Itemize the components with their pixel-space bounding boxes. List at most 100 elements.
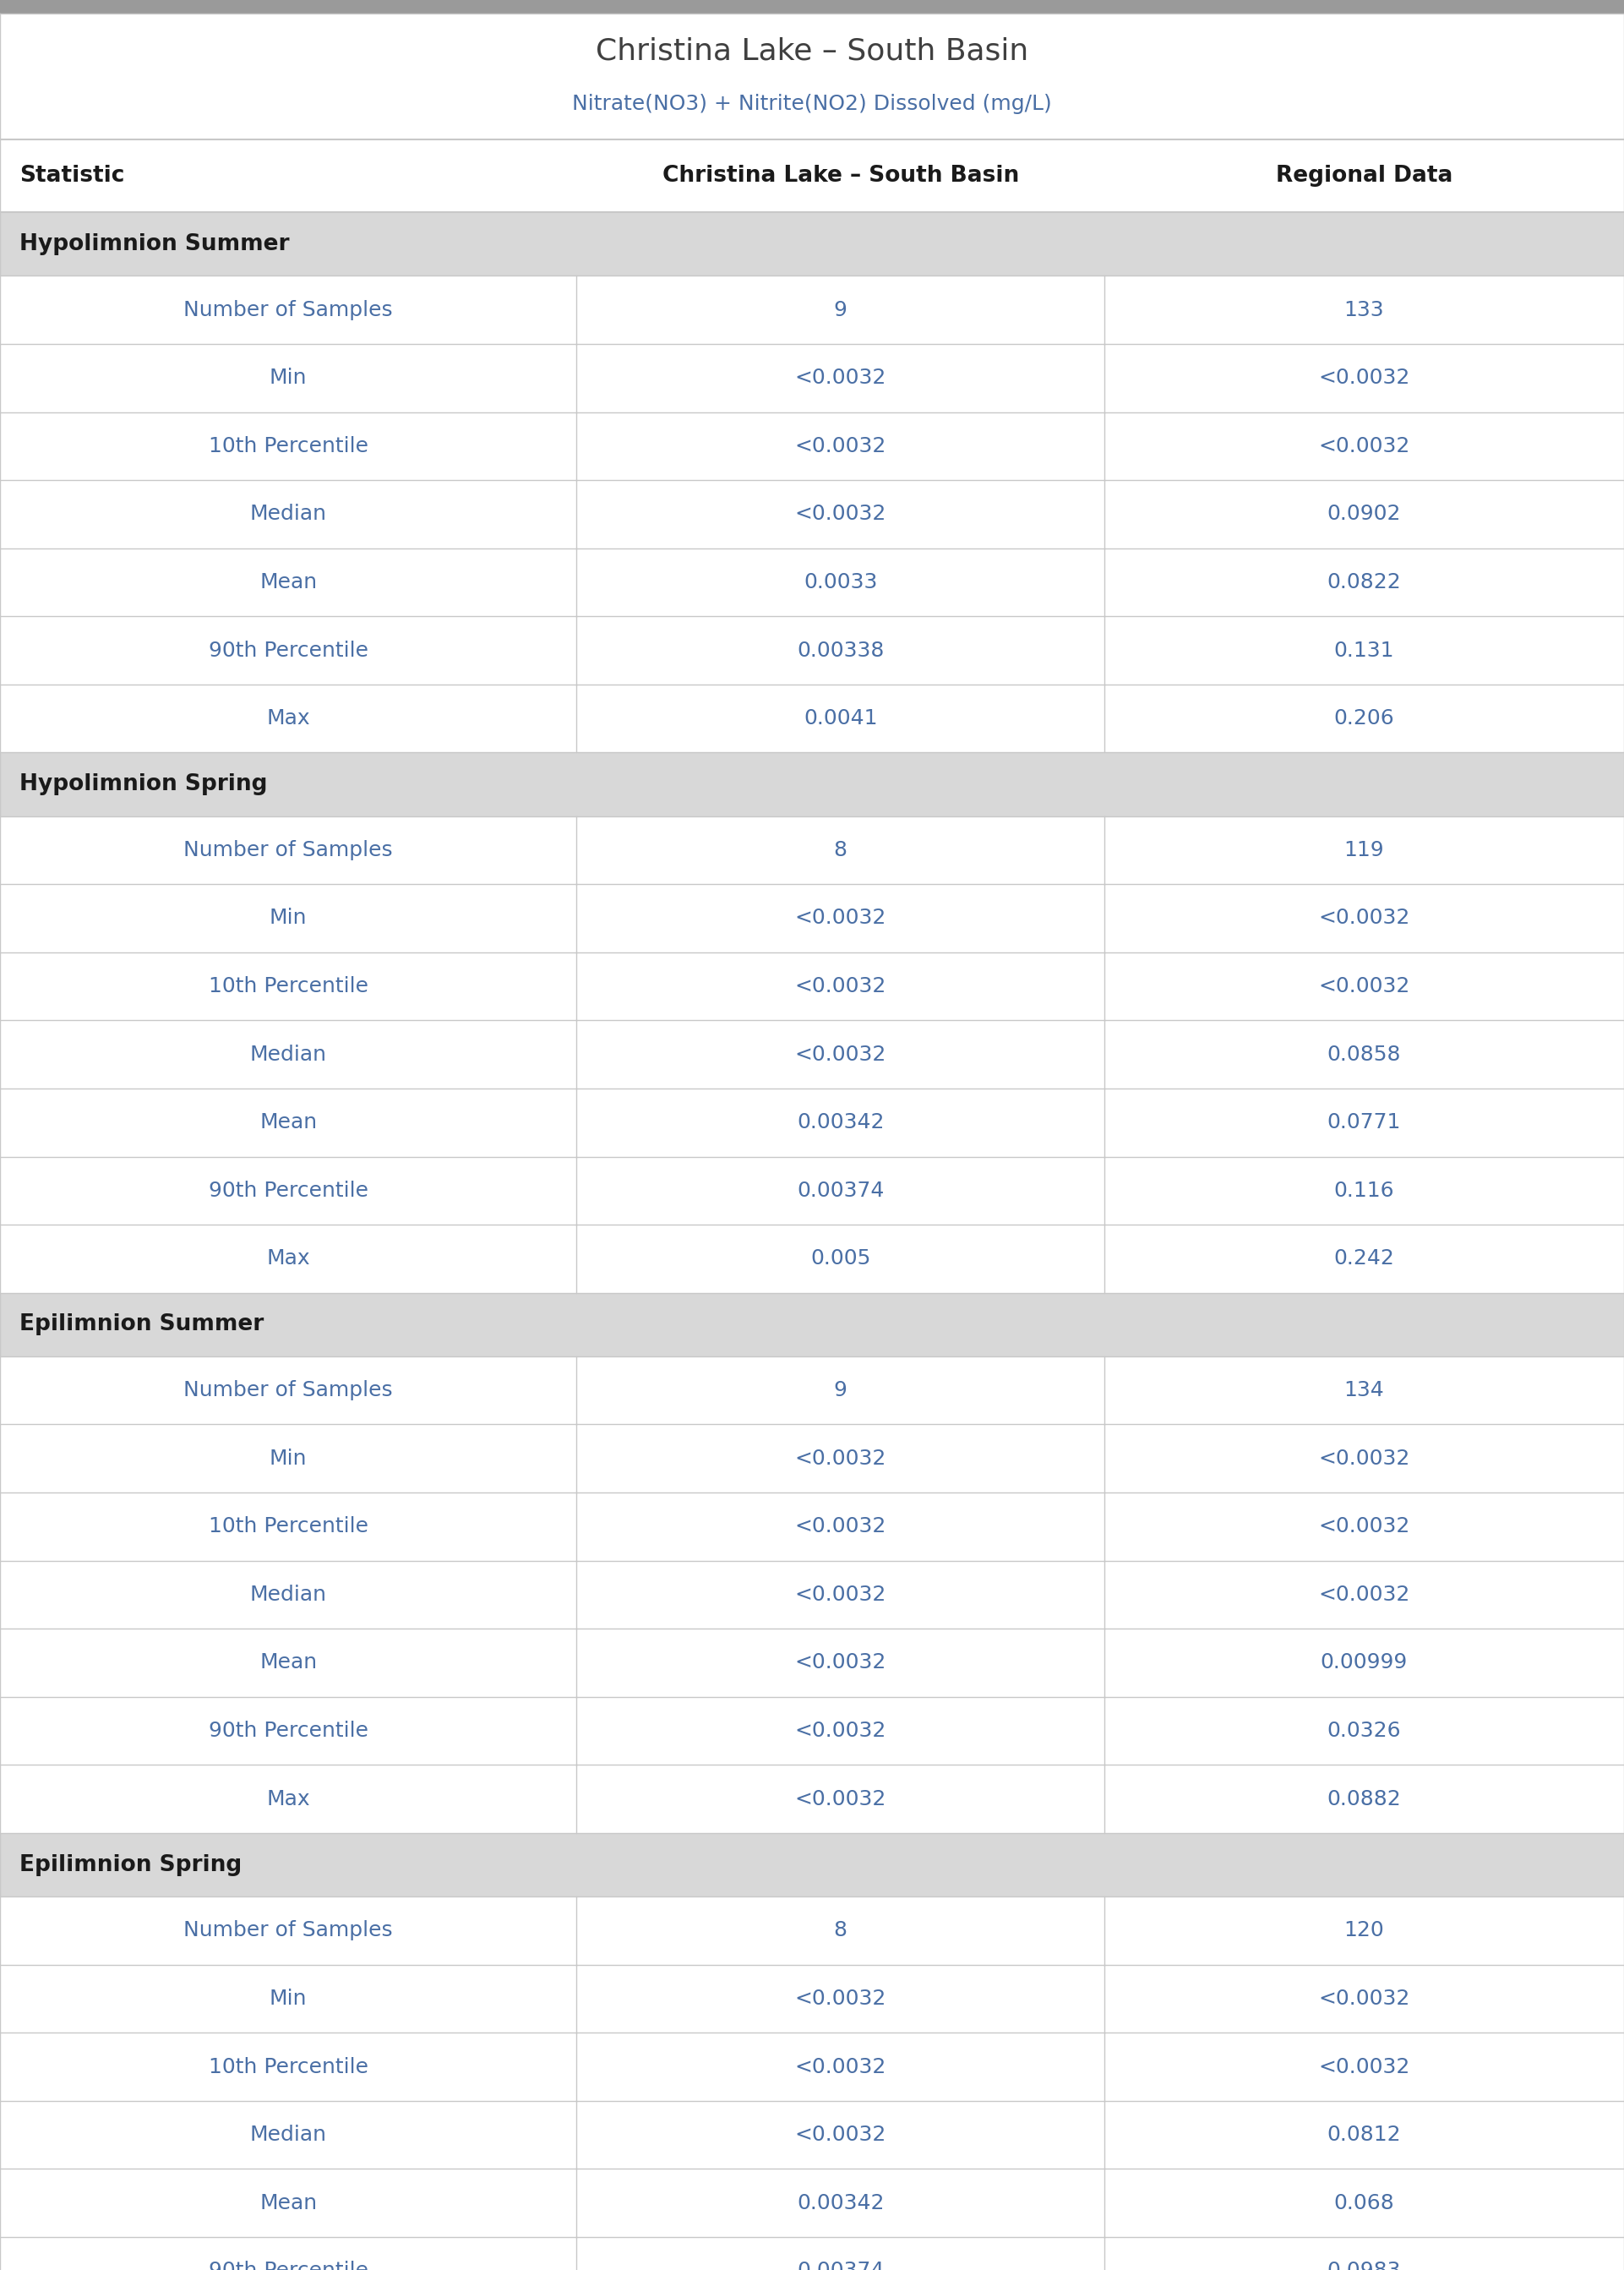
Text: <0.0032: <0.0032: [794, 1789, 887, 1809]
Bar: [0, 1294, 1624, 1357]
Text: 0.00342: 0.00342: [797, 2193, 883, 2213]
Text: 0.00374: 0.00374: [797, 1180, 883, 1201]
Text: Statistic: Statistic: [19, 166, 125, 186]
Text: Mean: Mean: [260, 2193, 317, 2213]
Text: Number of Samples: Number of Samples: [184, 840, 393, 860]
Bar: [0, 1226, 1624, 1294]
Text: 0.131: 0.131: [1333, 640, 1395, 661]
Text: Median: Median: [250, 2125, 326, 2145]
Text: 119: 119: [1345, 840, 1384, 860]
Bar: [0, 481, 1624, 549]
Bar: [0, 1630, 1624, 1698]
Text: <0.0032: <0.0032: [794, 1584, 887, 1605]
Text: Min: Min: [270, 368, 307, 388]
Bar: [0, 686, 1624, 754]
Text: 0.0812: 0.0812: [1327, 2125, 1402, 2145]
Text: 90th Percentile: 90th Percentile: [208, 1721, 369, 1741]
Text: Christina Lake – South Basin: Christina Lake – South Basin: [596, 36, 1028, 66]
Text: 10th Percentile: 10th Percentile: [208, 976, 369, 997]
Bar: [0, 1562, 1624, 1630]
Text: 0.00374: 0.00374: [797, 2261, 883, 2270]
Bar: [0, 2238, 1624, 2270]
Text: 0.0983: 0.0983: [1327, 2261, 1402, 2270]
Text: <0.0032: <0.0032: [794, 1721, 887, 1741]
Text: <0.0032: <0.0032: [794, 1044, 887, 1065]
Text: 0.005: 0.005: [810, 1249, 870, 1269]
Text: <0.0032: <0.0032: [794, 436, 887, 456]
Bar: [0, 1966, 1624, 2034]
Text: 0.0041: 0.0041: [804, 708, 877, 729]
Bar: [0, 1158, 1624, 1226]
Bar: [0, 1898, 1624, 1966]
Bar: [0, 2170, 1624, 2238]
Text: Mean: Mean: [260, 572, 317, 592]
Text: 133: 133: [1345, 300, 1384, 320]
Text: 0.00342: 0.00342: [797, 1112, 883, 1133]
Text: <0.0032: <0.0032: [794, 1516, 887, 1537]
Text: Epilimnion Summer: Epilimnion Summer: [19, 1314, 263, 1335]
Text: <0.0032: <0.0032: [1319, 2057, 1410, 2077]
Text: <0.0032: <0.0032: [794, 368, 887, 388]
Text: Median: Median: [250, 1584, 326, 1605]
Text: <0.0032: <0.0032: [794, 1448, 887, 1469]
Text: Christina Lake – South Basin: Christina Lake – South Basin: [663, 166, 1018, 186]
Text: <0.0032: <0.0032: [1319, 908, 1410, 928]
Text: Max: Max: [266, 1249, 310, 1269]
Text: 8: 8: [833, 1920, 848, 1941]
Bar: [0, 277, 1624, 345]
Text: 0.00338: 0.00338: [797, 640, 883, 661]
Text: Min: Min: [270, 1989, 307, 2009]
Text: Regional Data: Regional Data: [1276, 166, 1452, 186]
Text: 8: 8: [833, 840, 848, 860]
Text: <0.0032: <0.0032: [794, 1989, 887, 2009]
Text: 134: 134: [1345, 1380, 1384, 1401]
Text: Number of Samples: Number of Samples: [184, 1920, 393, 1941]
Bar: [0, 1357, 1624, 1426]
Text: 0.242: 0.242: [1333, 1249, 1395, 1269]
Text: 10th Percentile: 10th Percentile: [208, 1516, 369, 1537]
Bar: [0, 1426, 1624, 1494]
Text: <0.0032: <0.0032: [1319, 976, 1410, 997]
Text: Max: Max: [266, 1789, 310, 1809]
Text: 0.0326: 0.0326: [1327, 1721, 1402, 1741]
Text: <0.0032: <0.0032: [794, 2057, 887, 2077]
Text: 0.0882: 0.0882: [1327, 1789, 1402, 1809]
Text: 0.0822: 0.0822: [1327, 572, 1402, 592]
Text: 10th Percentile: 10th Percentile: [208, 2057, 369, 2077]
Bar: [0, 1022, 1624, 1090]
Text: 0.0858: 0.0858: [1327, 1044, 1402, 1065]
Bar: [0, 345, 1624, 413]
Bar: [0, 953, 1624, 1022]
Bar: [0, 1766, 1624, 1834]
Text: 9: 9: [833, 1380, 848, 1401]
Bar: [0, 549, 1624, 617]
Bar: [0, 2102, 1624, 2170]
Text: Median: Median: [250, 504, 326, 524]
Bar: [0, 138, 1624, 213]
Text: Mean: Mean: [260, 1112, 317, 1133]
Text: <0.0032: <0.0032: [1319, 1516, 1410, 1537]
Text: 10th Percentile: 10th Percentile: [208, 436, 369, 456]
Text: <0.0032: <0.0032: [794, 908, 887, 928]
Bar: [0, 14, 1624, 138]
Text: 90th Percentile: 90th Percentile: [208, 1180, 369, 1201]
Text: 120: 120: [1345, 1920, 1384, 1941]
Text: <0.0032: <0.0032: [794, 1653, 887, 1673]
Bar: [0, 0, 1624, 14]
Text: Min: Min: [270, 908, 307, 928]
Text: <0.0032: <0.0032: [1319, 368, 1410, 388]
Bar: [0, 1090, 1624, 1158]
Bar: [0, 617, 1624, 686]
Text: Number of Samples: Number of Samples: [184, 1380, 393, 1401]
Bar: [0, 754, 1624, 817]
Text: 0.00999: 0.00999: [1320, 1653, 1408, 1673]
Bar: [0, 213, 1624, 277]
Text: Mean: Mean: [260, 1653, 317, 1673]
Text: 0.0771: 0.0771: [1327, 1112, 1402, 1133]
Bar: [0, 2034, 1624, 2102]
Text: 0.0033: 0.0033: [804, 572, 877, 592]
Text: Hypolimnion Summer: Hypolimnion Summer: [19, 234, 289, 254]
Text: Nitrate(NO3) + Nitrite(NO2) Dissolved (mg/L): Nitrate(NO3) + Nitrite(NO2) Dissolved (m…: [572, 93, 1052, 114]
Bar: [0, 885, 1624, 953]
Text: <0.0032: <0.0032: [1319, 1584, 1410, 1605]
